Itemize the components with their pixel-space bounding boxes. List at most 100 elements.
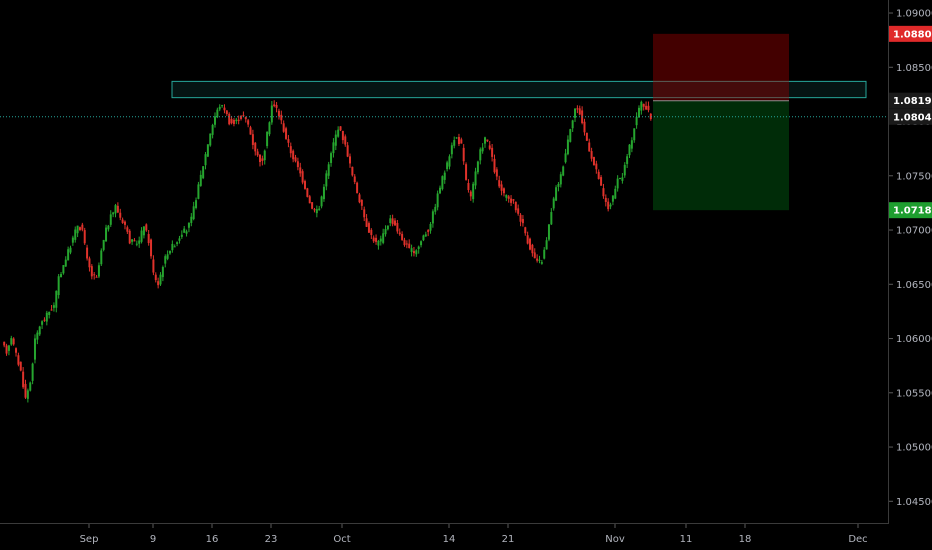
candle-body (142, 226, 145, 236)
candle-body (64, 259, 67, 267)
resistance-zone[interactable] (171, 80, 867, 99)
x-tick-label: 14 (443, 534, 456, 545)
candle-body (240, 116, 243, 119)
candle-body (557, 184, 560, 187)
candle-body (327, 164, 330, 176)
candle-body (384, 229, 387, 235)
x-tick-label: 16 (206, 534, 219, 545)
y-tick-label: 1.07500 (896, 171, 932, 182)
candle-body (244, 117, 247, 120)
candle-body (574, 108, 577, 118)
candle-body (602, 188, 605, 197)
candle-body (417, 246, 420, 250)
stop-loss-zone[interactable] (653, 33, 789, 101)
candle-body (128, 230, 131, 244)
candle-body (505, 194, 508, 198)
candle-body (38, 326, 41, 335)
candle-body (22, 371, 25, 388)
candle-body (559, 174, 562, 185)
candle-body (266, 131, 269, 147)
candle-body (498, 180, 501, 187)
candle-body (592, 157, 595, 166)
candle-body (491, 147, 494, 157)
candle-body (190, 216, 193, 223)
candle-body (467, 182, 470, 191)
y-tick-label: 1.06000 (896, 334, 932, 345)
candle-body (633, 128, 636, 141)
candle-body (185, 231, 188, 234)
candle-body (609, 204, 612, 207)
candle-body (268, 122, 271, 135)
candle-body (353, 176, 356, 182)
candle-body (199, 174, 202, 186)
candle-body (545, 240, 548, 250)
candle-body (277, 110, 280, 117)
candle-body (446, 162, 449, 170)
x-tick-label: 9 (150, 534, 156, 545)
x-tick-label: Oct (333, 534, 350, 545)
drawing-layer[interactable] (171, 33, 867, 211)
candle-body (247, 120, 250, 125)
candle-body (183, 228, 186, 233)
candle-body (408, 243, 411, 248)
take-profit-zone[interactable] (653, 100, 789, 211)
price-badge (889, 92, 932, 109)
candle-body (112, 212, 115, 215)
candle-body (420, 241, 423, 246)
candle-body (140, 230, 143, 242)
candle-body (45, 312, 48, 322)
candle-body (427, 230, 430, 232)
candle-body (204, 154, 207, 166)
candle-body (48, 311, 51, 316)
candle-body (450, 145, 453, 155)
candle-body (90, 266, 93, 277)
price-badge-label: 1.08192 (893, 96, 932, 107)
candle-body (484, 137, 487, 144)
candle-body (619, 178, 622, 180)
candle-body (611, 195, 614, 202)
candle-body (640, 101, 643, 111)
candle-body (258, 154, 261, 163)
candle-body (512, 199, 515, 201)
candle-body (195, 200, 198, 208)
candle-body (346, 145, 349, 157)
y-tick-label: 1.08500 (896, 63, 932, 74)
candle-body (540, 262, 543, 264)
candle-body (555, 187, 558, 201)
candle-body (460, 139, 463, 144)
candle-body (107, 225, 110, 230)
candle-body (313, 209, 316, 211)
price-badge-label: 1.07183 (893, 206, 932, 217)
candle-body (154, 274, 157, 281)
candle-body (62, 265, 65, 274)
candle-body (351, 166, 354, 176)
candle-body (36, 332, 39, 340)
candle-body (157, 281, 160, 286)
y-tick-label: 1.07000 (896, 226, 932, 237)
candle-body (578, 108, 581, 115)
candle-body (405, 243, 408, 245)
candle-body (138, 240, 141, 244)
candle-body (29, 382, 32, 391)
candle-body (176, 242, 179, 244)
price-badges: 1.08808 1.08192 1.08044 1.07183 (889, 25, 932, 219)
time-axis[interactable]: Sep 9 16 23 Oct 14 21 Nov 11 18 Dec (80, 524, 868, 545)
candle-body (116, 205, 119, 213)
candle-body (287, 139, 290, 143)
candle-body (322, 186, 325, 200)
candle-body (173, 246, 176, 248)
candle-body (474, 171, 477, 186)
candle-body (524, 227, 527, 234)
candle-body (86, 247, 89, 259)
candle-body (536, 258, 539, 261)
candle-body (398, 232, 401, 235)
candle-body (31, 363, 34, 381)
candle-body (386, 225, 389, 230)
candle-body (488, 145, 491, 149)
candle-body (429, 223, 432, 231)
candle-body (282, 123, 285, 132)
candle-body (76, 225, 79, 234)
y-tick-label: 1.04500 (896, 497, 932, 508)
candle-body (97, 265, 100, 277)
